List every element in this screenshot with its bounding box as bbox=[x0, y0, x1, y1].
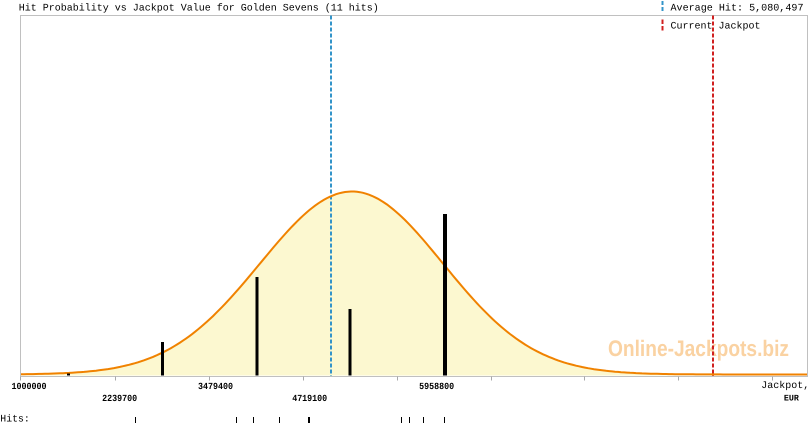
svg-text:5958800: 5958800 bbox=[419, 381, 454, 392]
svg-text:Current Jackpot: Current Jackpot bbox=[671, 20, 761, 32]
svg-text:Average Hit: 5,080,497: Average Hit: 5,080,497 bbox=[671, 2, 804, 14]
svg-text:Online-Jackpots.biz: Online-Jackpots.biz bbox=[608, 336, 789, 361]
svg-text:3479400: 3479400 bbox=[198, 381, 233, 392]
svg-text:1000000: 1000000 bbox=[12, 381, 47, 392]
svg-text:Hit Probability vs Jackpot Val: Hit Probability vs Jackpot Value for Gol… bbox=[19, 2, 379, 14]
svg-text:Hits:: Hits: bbox=[0, 414, 30, 425]
svg-text:4719100: 4719100 bbox=[292, 393, 327, 404]
svg-text:Jackpot,: Jackpot, bbox=[761, 380, 809, 392]
svg-text:EUR: EUR bbox=[784, 393, 800, 403]
svg-text:2239700: 2239700 bbox=[102, 393, 137, 404]
